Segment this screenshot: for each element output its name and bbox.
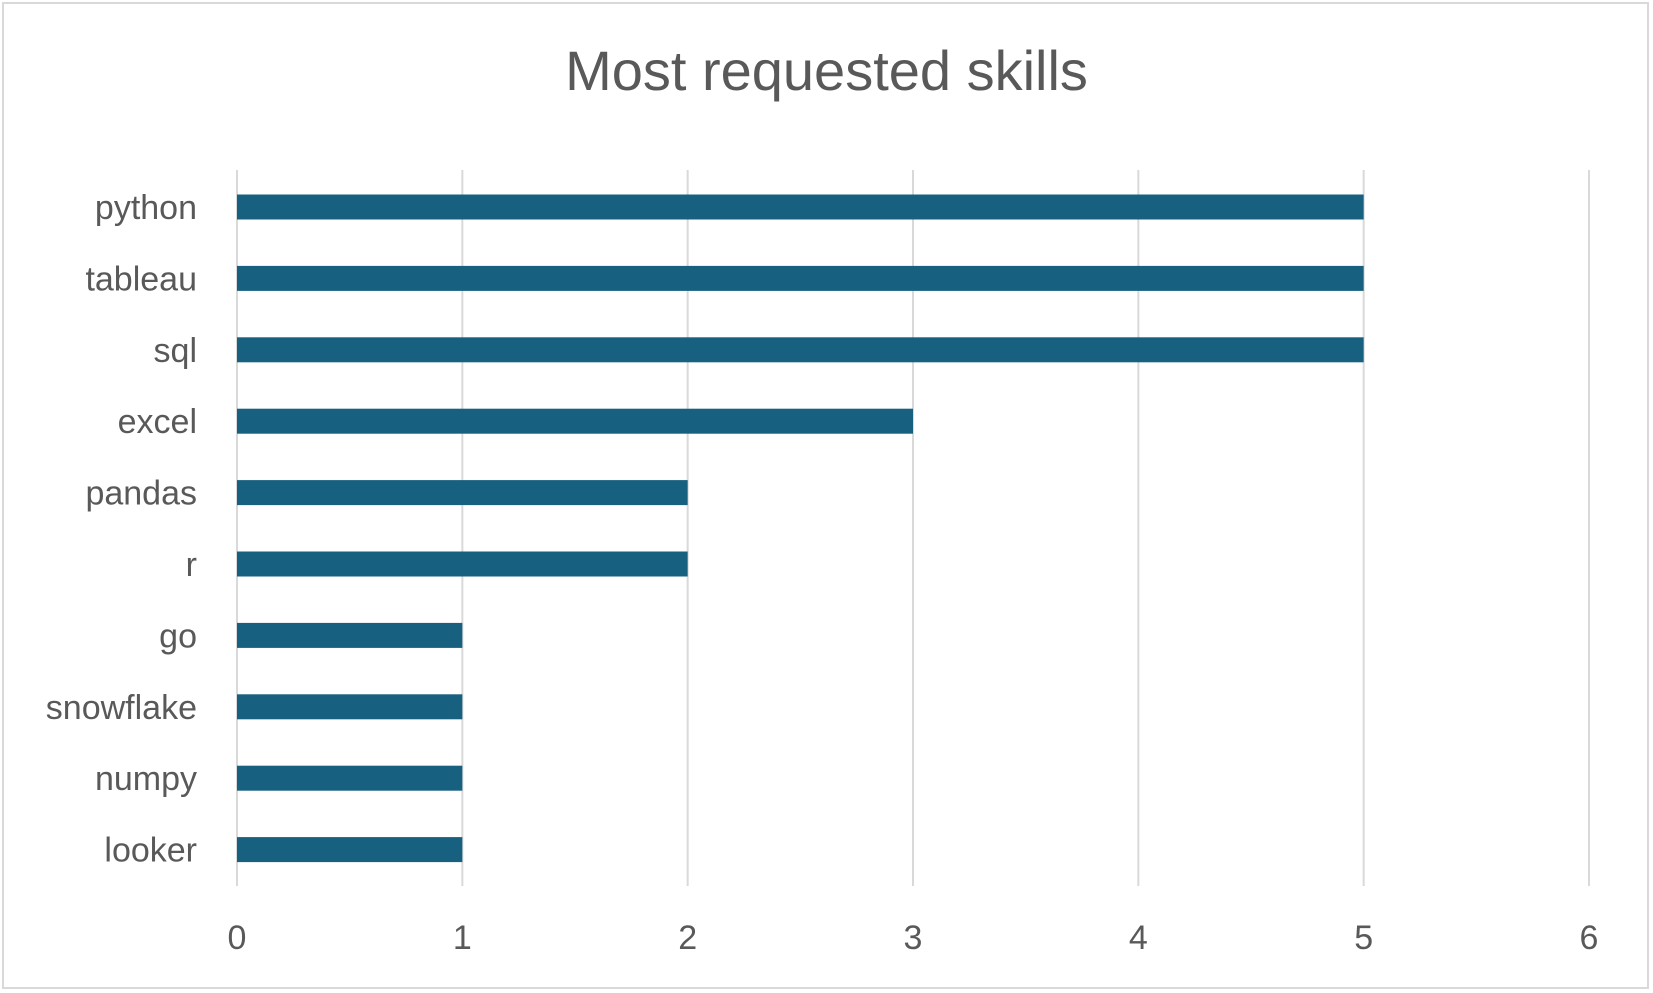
bar-pandas xyxy=(237,480,688,506)
category-labels: python tableau sql excel pandas r go snowflake n… xyxy=(46,189,197,870)
bar-excel xyxy=(237,408,913,434)
category-label-excel: excel xyxy=(118,403,197,441)
category-label-looker: looker xyxy=(104,832,197,870)
bars xyxy=(237,194,1364,863)
bar-go xyxy=(237,622,463,648)
category-label-sql: sql xyxy=(154,332,197,370)
x-tick-label-4: 4 xyxy=(1129,919,1148,957)
x-tick-label-0: 0 xyxy=(228,919,247,957)
bar-looker xyxy=(237,837,463,863)
category-label-pandas: pandas xyxy=(85,475,197,513)
chart-title: Most requested skills xyxy=(565,39,1088,102)
bar-tableau xyxy=(237,265,1364,291)
category-label-python: python xyxy=(95,189,197,227)
bar-sql xyxy=(237,337,1364,363)
category-label-go: go xyxy=(159,617,197,655)
bar-r xyxy=(237,551,688,577)
category-label-numpy: numpy xyxy=(95,760,197,798)
x-tick-label-5: 5 xyxy=(1354,919,1373,957)
x-tick-label-1: 1 xyxy=(453,919,472,957)
category-label-r: r xyxy=(186,546,197,584)
x-tick-label-3: 3 xyxy=(904,919,923,957)
x-tick-label-2: 2 xyxy=(678,919,697,957)
category-label-tableau: tableau xyxy=(85,260,197,298)
x-tick-labels: 0 1 2 3 4 5 6 xyxy=(228,919,1599,957)
category-label-snowflake: snowflake xyxy=(46,689,197,727)
x-tick-label-6: 6 xyxy=(1580,919,1599,957)
bar-python xyxy=(237,194,1364,220)
bar-numpy xyxy=(237,765,463,791)
bar-snowflake xyxy=(237,694,463,720)
